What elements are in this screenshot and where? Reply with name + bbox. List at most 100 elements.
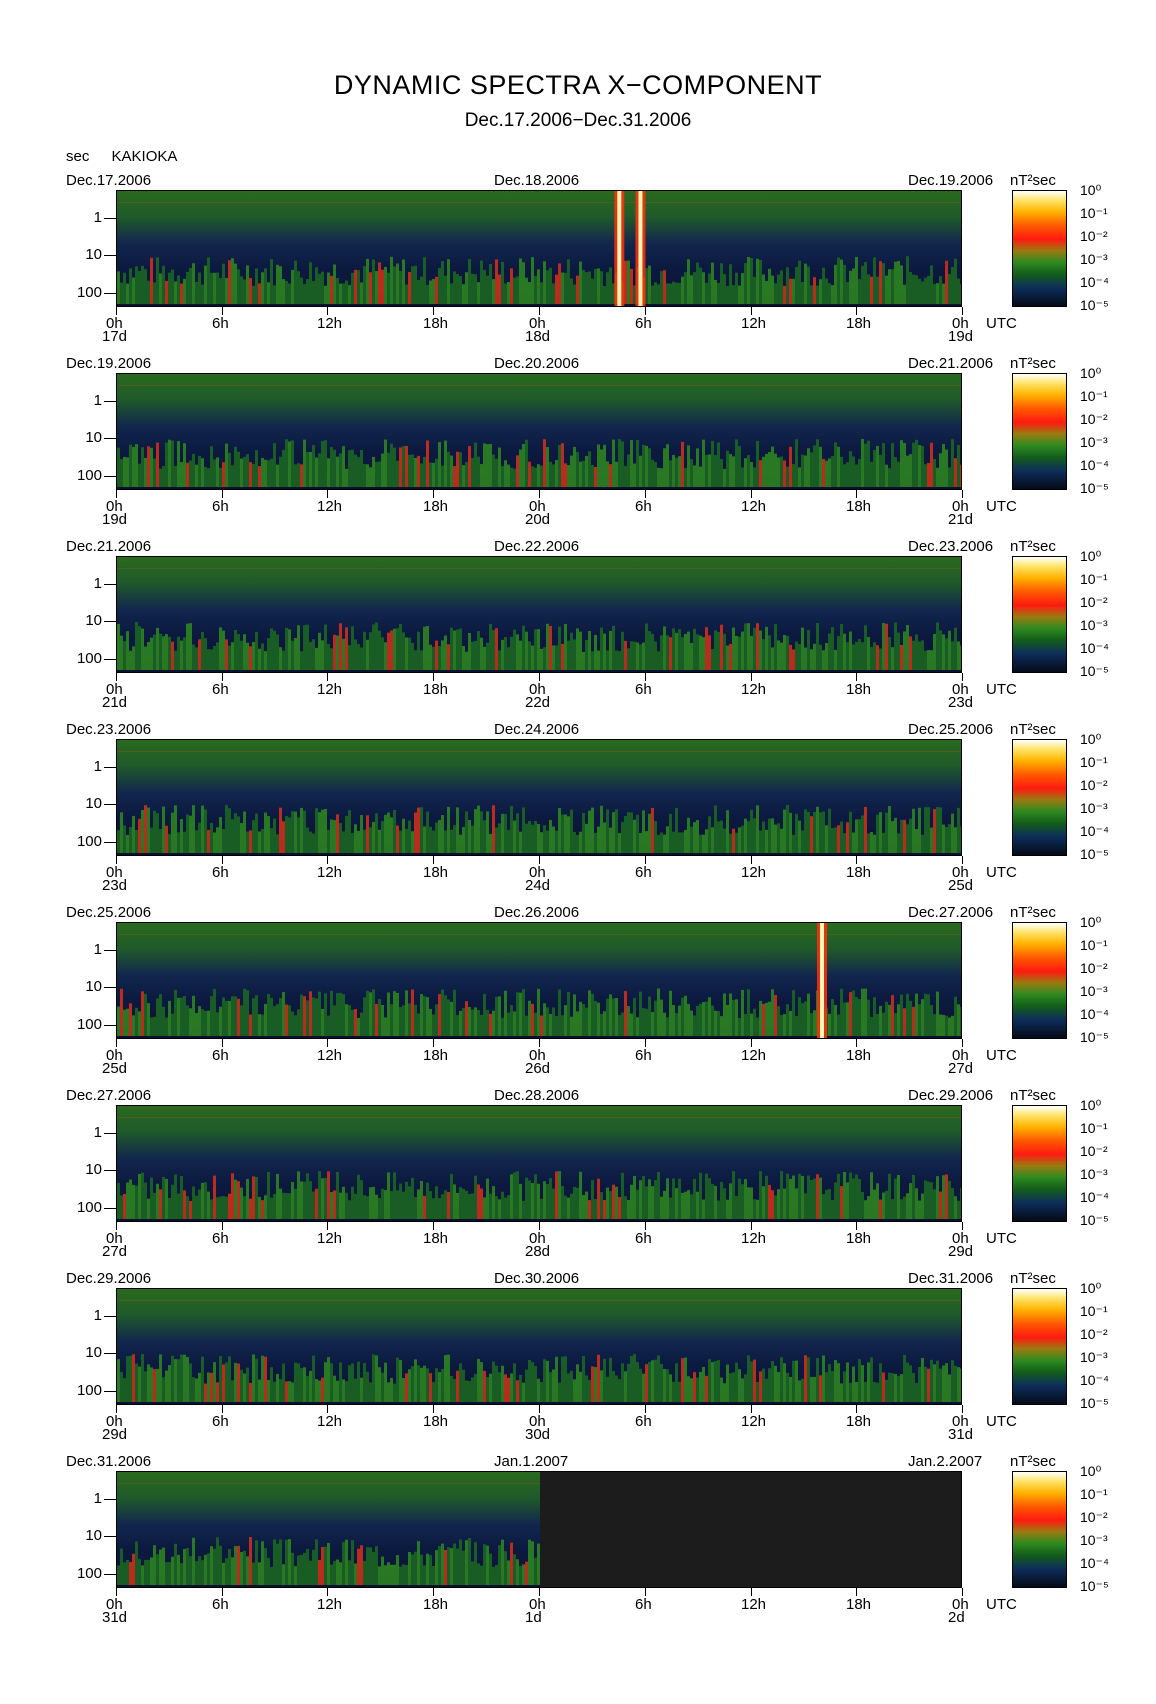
day-label: 30d — [525, 1426, 551, 1443]
x-tick-label: 6h — [212, 681, 229, 698]
y-tick-label: 1 — [93, 758, 102, 775]
panel-end-date: Dec.21.2006 — [908, 355, 994, 372]
x-tick-label: 0h — [952, 1047, 969, 1064]
colorbar-tick-label: 10⁻³ — [1080, 800, 1108, 816]
spectrogram-panel: Dec.29.2006 Dec.30.2006 Dec.31.2006 nT²sec 1… — [0, 1262, 1156, 1443]
colorbar — [1012, 739, 1067, 856]
x-tick-label: 0h — [952, 1230, 969, 1247]
x-tick — [751, 490, 752, 498]
colorbar-tick-label: 10⁻¹ — [1080, 388, 1108, 404]
panel-start-date: Dec.29.2006 — [66, 1270, 152, 1287]
spectrogram-panel: Dec.23.2006 Dec.24.2006 Dec.25.2006 nT²sec 1… — [0, 713, 1156, 894]
panel-end-date: Dec.23.2006 — [908, 538, 994, 555]
colorbar — [1012, 1471, 1067, 1588]
colorbar-tick-label: 10⁻³ — [1080, 1532, 1108, 1548]
y-tick — [104, 804, 116, 805]
colorbar-unit-label: nT²sec — [1010, 355, 1056, 372]
x-tick-label: 0h — [106, 1596, 123, 1613]
colorbar-tick-label: 10⁻³ — [1080, 617, 1108, 633]
y-tick-label: 10 — [85, 1527, 102, 1544]
colorbar-tick-label: 10⁻⁴ — [1080, 1006, 1109, 1022]
spectrogram-panel: Dec.21.2006 Dec.22.2006 Dec.23.2006 nT²sec 1… — [0, 530, 1156, 711]
y-tick-label: 100 — [76, 833, 102, 850]
panel-end-date: Jan.2.2007 — [908, 1453, 983, 1470]
utc-label: UTC — [986, 315, 1017, 332]
colorbar-tick-label: 10⁻³ — [1080, 434, 1108, 450]
x-tick — [645, 490, 646, 498]
x-tick — [962, 1405, 963, 1413]
y-tick — [104, 1391, 116, 1392]
spectrogram-plot — [116, 373, 962, 490]
spectrogram-image — [117, 1106, 961, 1221]
day-label: 28d — [525, 1243, 551, 1260]
day-label: 29d — [102, 1426, 128, 1443]
y-tick — [104, 987, 116, 988]
burst-event-core — [820, 923, 824, 1038]
colorbar — [1012, 1288, 1067, 1405]
colorbar-tick-label: 10⁻⁵ — [1080, 1212, 1109, 1228]
x-tick — [645, 307, 646, 315]
x-tick-label: 18h — [846, 315, 872, 332]
colorbar-unit-label: nT²sec — [1010, 1270, 1056, 1287]
day-label: 2d — [948, 1609, 965, 1626]
x-tick-label: 0h — [529, 681, 546, 698]
x-tick — [856, 1222, 857, 1230]
y-tick-label: 100 — [76, 650, 102, 667]
colorbar-unit-label: nT²sec — [1010, 721, 1056, 738]
panel-mid-date: Dec.20.2006 — [494, 355, 580, 372]
colorbar-tick-label: 10⁰ — [1080, 1097, 1102, 1113]
x-tick-label: 12h — [741, 498, 767, 515]
colorbar — [1012, 190, 1067, 307]
day-label: 24d — [525, 877, 551, 894]
x-tick-label: 12h — [741, 1230, 767, 1247]
y-tick — [104, 218, 116, 219]
x-tick-label: 18h — [846, 681, 872, 698]
x-tick — [539, 1222, 540, 1230]
day-label: 31d — [948, 1426, 974, 1443]
spectrogram-image — [117, 740, 961, 855]
x-tick-label: 6h — [635, 498, 652, 515]
x-tick — [645, 856, 646, 864]
x-tick-label: 0h — [952, 315, 969, 332]
colorbar-tick-label: 10⁻⁴ — [1080, 1372, 1109, 1388]
y-tick — [104, 476, 116, 477]
x-tick-label: 18h — [423, 864, 449, 881]
x-tick — [962, 490, 963, 498]
x-tick-label: 18h — [423, 1047, 449, 1064]
panel-start-date: Dec.19.2006 — [66, 355, 152, 372]
x-tick-label: 0h — [952, 681, 969, 698]
x-tick — [539, 856, 540, 864]
spectrogram-plot — [116, 556, 962, 673]
y-tick-label: 10 — [85, 978, 102, 995]
colorbar-unit-label: nT²sec — [1010, 1087, 1056, 1104]
station-name: KAKIOKA — [111, 148, 178, 165]
x-tick — [116, 490, 117, 498]
colorbar — [1012, 373, 1067, 490]
colorbar-tick-label: 10⁰ — [1080, 365, 1102, 381]
x-tick — [327, 856, 328, 864]
x-tick — [856, 673, 857, 681]
x-tick-label: 12h — [741, 1596, 767, 1613]
x-tick-label: 18h — [846, 498, 872, 515]
colorbar-tick-label: 10⁻² — [1080, 777, 1108, 793]
y-tick — [104, 1208, 116, 1209]
colorbar — [1012, 1105, 1067, 1222]
x-tick-label: 12h — [317, 498, 343, 515]
x-tick — [327, 1222, 328, 1230]
x-tick-label: 12h — [317, 1413, 343, 1430]
x-tick-label: 6h — [635, 1047, 652, 1064]
y-tick-label: 100 — [76, 284, 102, 301]
x-tick — [962, 1588, 963, 1596]
y-tick-label: 100 — [76, 1016, 102, 1033]
y-unit-label: sec — [66, 148, 90, 165]
utc-label: UTC — [986, 1413, 1017, 1430]
utc-label: UTC — [986, 1047, 1017, 1064]
x-tick — [856, 1588, 857, 1596]
y-tick — [104, 621, 116, 622]
utc-label: UTC — [986, 1230, 1017, 1247]
panel-mid-date: Dec.26.2006 — [494, 904, 580, 921]
y-tick — [104, 1025, 116, 1026]
day-label: 19d — [948, 328, 974, 345]
x-tick-label: 0h — [952, 498, 969, 515]
x-tick-label: 0h — [529, 315, 546, 332]
